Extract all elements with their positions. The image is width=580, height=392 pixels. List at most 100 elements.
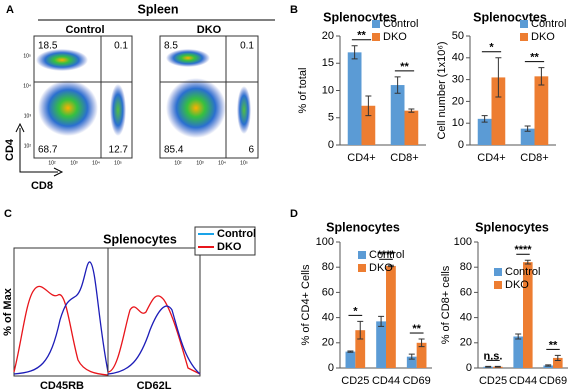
flow-plot: [33, 35, 133, 159]
error-bar: [387, 264, 394, 268]
legend-label: DKO: [531, 31, 555, 43]
significance: **: [530, 52, 539, 64]
quadrant-percent: 0.1: [114, 41, 128, 52]
histogram-plot: [107, 247, 201, 377]
x-tick-label: CD4+: [347, 152, 375, 164]
bar: [520, 128, 535, 145]
y-tick-label: 20: [322, 30, 334, 42]
error-bar: [524, 125, 531, 132]
quadrant-percent: 8.5: [164, 41, 178, 52]
y-tick-label: 20: [322, 337, 334, 349]
flow-title: Spleen: [138, 2, 179, 16]
legend-swatch: [372, 20, 380, 28]
y-tick-label: 80: [322, 261, 334, 273]
significance: ****: [377, 249, 395, 261]
y-tick-label: 100: [454, 236, 472, 248]
flow-x-tick: 10³: [196, 160, 204, 166]
significance: **: [412, 323, 421, 335]
x-tick-label: CD25: [341, 375, 369, 387]
bar: [491, 77, 506, 145]
bar: [355, 330, 366, 368]
flow-y-tick: 10²: [24, 143, 32, 149]
y-tick-label: 20: [452, 95, 464, 107]
panel-letter: B: [290, 4, 298, 16]
legend-swatch: [494, 281, 502, 289]
legend-label: Control: [505, 266, 540, 278]
quadrant-percent: 0.1: [240, 41, 254, 52]
y-tick-label: 60: [322, 286, 334, 298]
error-bar: [515, 333, 522, 340]
flow-x-tick: 10⁴: [218, 160, 226, 166]
legend-label: Control: [383, 18, 418, 30]
flow-x-tick: 10²: [48, 160, 56, 166]
x-tick-label: CD44: [509, 375, 537, 387]
panel-letter: C: [4, 208, 12, 220]
bar: [390, 85, 405, 145]
flow-x-tick: 10²: [174, 160, 182, 166]
legend-label: DKO: [383, 31, 407, 43]
flow-y-label: CD4: [4, 138, 16, 161]
hist-x-label: CD45RB: [40, 380, 84, 392]
significance: *: [489, 42, 494, 54]
y-tick-label: 30: [452, 74, 464, 86]
panel-letter: A: [6, 4, 14, 16]
bar: [523, 262, 533, 368]
hist-legend-box: [194, 226, 256, 256]
error-bar: [494, 365, 501, 368]
flow-x-tick: 10⁴: [92, 160, 100, 166]
bar: [376, 321, 386, 368]
y-axis-label: Cell number (1x10⁶): [436, 41, 448, 139]
significance: *: [353, 305, 358, 317]
bar: [345, 351, 356, 368]
y-tick-label: 50: [452, 30, 464, 42]
x-tick-label: CD4+: [477, 152, 505, 164]
bar: [416, 342, 427, 368]
x-tick-label: CD8+: [390, 152, 418, 164]
error-bar: [524, 259, 531, 265]
legend-swatch: [520, 20, 528, 28]
quadrant-percent: 68.7: [38, 145, 58, 156]
y-tick-label: 10: [322, 84, 334, 96]
error-bar: [394, 76, 401, 94]
significance: **: [549, 339, 558, 351]
y-axis-label: % of CD8+ cells: [440, 265, 452, 344]
bar: [347, 52, 362, 145]
error-bar: [545, 364, 552, 367]
histogram-plot: [13, 247, 109, 377]
legend-label: DKO: [369, 262, 393, 274]
legend-label: Control: [531, 18, 566, 30]
quadrant-percent: 85.4: [164, 145, 184, 156]
error-bar: [485, 365, 492, 368]
legend-swatch: [358, 264, 366, 272]
quadrant-percent: 12.7: [109, 145, 129, 156]
x-tick-label: CD69: [539, 375, 567, 387]
bar: [553, 357, 563, 368]
arrow-heads: [15, 122, 64, 177]
hist-y-label: % of Max: [2, 287, 14, 336]
y-tick-label: 5: [328, 112, 334, 124]
y-tick-label: 40: [452, 52, 464, 64]
legend-label: Control: [217, 228, 256, 240]
flow-y-tick: 10⁵: [23, 53, 31, 59]
error-bar: [408, 108, 415, 113]
error-bar: [481, 115, 488, 123]
significance: **: [400, 61, 409, 73]
y-tick-label: 10: [452, 117, 464, 129]
flow-x-tick: 10⁵: [114, 160, 122, 166]
significance: n.s.: [484, 350, 503, 362]
x-tick-label: CD25: [479, 375, 507, 387]
bar: [404, 110, 419, 145]
bar: [386, 265, 396, 368]
error-bar: [554, 354, 561, 361]
error-bar: [351, 45, 358, 60]
quadrant-percent: 6: [248, 145, 254, 156]
y-tick-label: 0: [328, 139, 334, 151]
y-tick-label: 20: [460, 337, 472, 349]
bar: [513, 336, 523, 368]
error-bar: [495, 57, 502, 98]
panel-letter: D: [290, 208, 298, 220]
error-bar: [378, 315, 385, 327]
quadrant-percent: 18.5: [38, 41, 58, 52]
flow-plot: [159, 35, 259, 159]
